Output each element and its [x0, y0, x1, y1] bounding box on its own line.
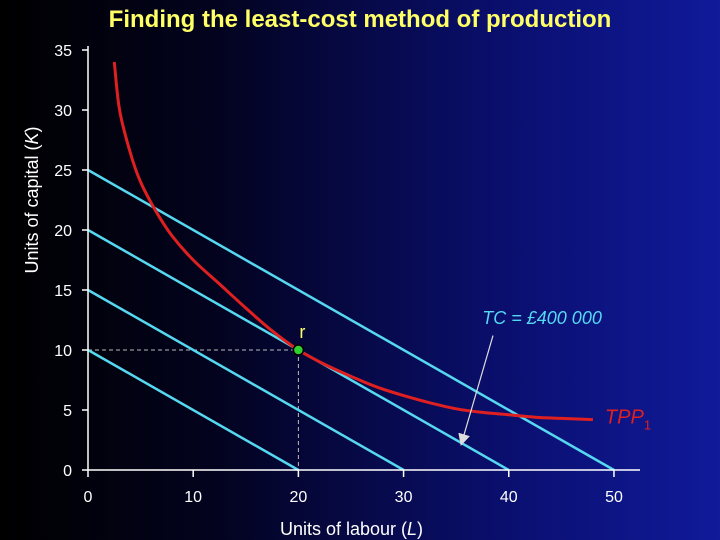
isoquant-label-subscript: 1 — [644, 418, 651, 433]
y-tick-label: 30 — [54, 103, 72, 120]
y-tick-label: 10 — [54, 343, 72, 360]
point-r-label: r — [299, 322, 305, 342]
x-tick-label: 40 — [500, 489, 518, 506]
axis-labels: Units of labour (L) Units of capital (K) — [22, 126, 423, 539]
isocost-line — [87, 168, 615, 472]
isocost-line — [87, 288, 405, 472]
x-tick-label: 10 — [184, 489, 202, 506]
x-axis-label: Units of labour (L) — [280, 519, 423, 539]
x-tick-label: 50 — [605, 489, 623, 506]
axes — [87, 46, 640, 471]
isoquant-group: TPP1 r — [112, 61, 651, 433]
tc-annotation-label: TC = £400 000 — [482, 308, 602, 328]
annotation-group: TC = £400 000 — [458, 308, 602, 446]
y-axis-label-variable: K — [22, 131, 42, 144]
y-tick-label: 20 — [54, 223, 72, 240]
isoquant-label: TPP1 — [605, 407, 651, 433]
y-tick-label: 5 — [63, 403, 72, 420]
y-tick-label: 35 — [54, 43, 72, 60]
chart-title: Finding the least-cost method of product… — [108, 6, 612, 33]
y-tick-label: 0 — [63, 463, 72, 480]
x-tick-label: 0 — [84, 489, 93, 506]
y-tick-group: 0 5 10 15 20 25 30 35 — [54, 43, 88, 480]
x-axis-label-variable: L — [407, 519, 417, 539]
y-tick-label: 15 — [54, 283, 72, 300]
point-r-marker — [292, 344, 305, 356]
y-axis-label: Units of capital (K) — [22, 126, 42, 273]
x-tick-group: 0 10 20 30 40 50 — [84, 470, 623, 506]
x-tick-label: 30 — [395, 489, 413, 506]
y-tick-label: 25 — [54, 163, 72, 180]
x-tick-label: 20 — [289, 489, 307, 506]
isocost-line — [87, 348, 300, 472]
isoquant-curve — [112, 61, 593, 422]
tc-annotation-arrow — [458, 335, 494, 446]
